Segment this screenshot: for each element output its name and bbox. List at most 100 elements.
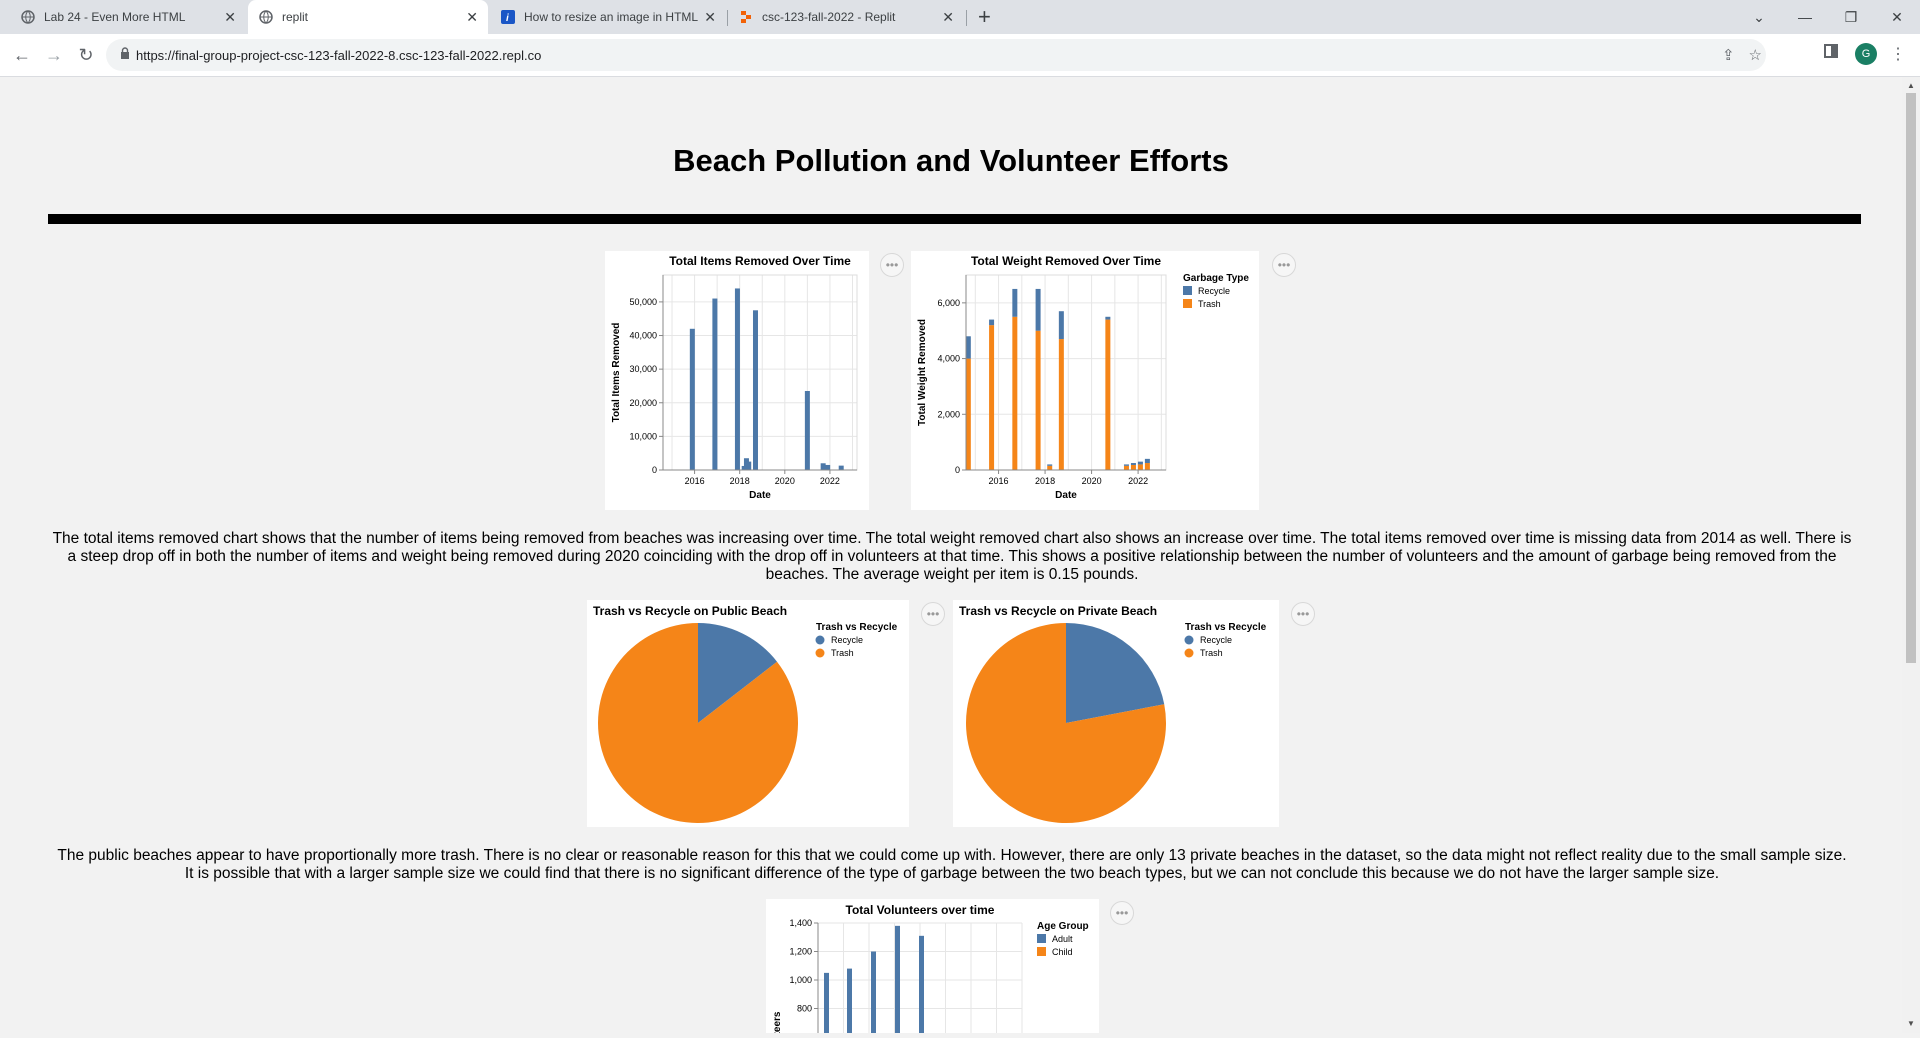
scrollbar[interactable]: ▲ ▼	[1902, 77, 1920, 1033]
analysis-paragraph-1: The total items removed chart shows that…	[52, 530, 1852, 583]
chart-actions-menu[interactable]: •••	[1291, 602, 1315, 626]
chart-title: Trash vs Recycle on Public Beach	[593, 604, 787, 618]
pie-slice	[966, 623, 1166, 823]
y-tick-label: 40,000	[629, 331, 657, 341]
avatar[interactable]: G	[1855, 43, 1877, 65]
bar	[1137, 461, 1143, 465]
back-icon[interactable]: ←	[13, 44, 31, 65]
chart-actions-menu[interactable]: •••	[880, 253, 904, 277]
close-icon[interactable]: ✕	[704, 8, 716, 25]
side-panel-icon[interactable]	[1824, 44, 1838, 58]
bar	[804, 390, 810, 470]
minimize-icon[interactable]: —	[1798, 9, 1812, 25]
legend-swatch	[1183, 299, 1192, 308]
legend-swatch	[1037, 934, 1046, 943]
bar	[1105, 319, 1111, 470]
bar	[1012, 316, 1018, 470]
bar	[734, 288, 740, 470]
x-tick-label: 2016	[989, 476, 1009, 486]
lock-icon	[120, 46, 130, 64]
x-tick-label: 2016	[685, 476, 705, 486]
legend-label: Recycle	[1198, 286, 1230, 296]
legend-swatch	[1037, 947, 1046, 956]
bar	[1047, 464, 1053, 466]
tab-separator	[727, 10, 728, 26]
bar	[965, 336, 971, 359]
globe-icon	[258, 9, 274, 25]
plot-frame	[965, 274, 1167, 471]
y-tick-label: 1,000	[789, 975, 812, 985]
x-tick-label: 2022	[1128, 476, 1148, 486]
tab-lab24[interactable]: Lab 24 - Even More HTML ✕	[10, 0, 246, 34]
y-axis-label: Total Weight Removed	[917, 319, 928, 426]
scrollbar-thumb[interactable]	[1906, 93, 1916, 663]
public-beach-pie-chart: Trash vs Recycle on Public Beach Trash vs…	[593, 604, 898, 823]
bookmark-star-icon[interactable]: ☆	[1748, 47, 1762, 64]
tab-resize-image[interactable]: i How to resize an image in HTML ✕	[490, 0, 726, 34]
pie-slice	[698, 623, 778, 723]
address-bar[interactable]: https://final-group-project-csc-123-fall…	[106, 39, 1766, 71]
legend-label: Trash	[1198, 299, 1221, 309]
x-axis-label: Date	[749, 490, 771, 501]
reload-icon[interactable]: ↻	[78, 44, 94, 65]
close-icon[interactable]: ✕	[942, 8, 954, 25]
bar	[1137, 464, 1143, 470]
bar	[1012, 288, 1018, 317]
url-text: https://final-group-project-csc-123-fall…	[136, 47, 542, 63]
chart-actions-menu[interactable]: •••	[1272, 253, 1296, 277]
more-menu-icon[interactable]: ⋮	[1890, 46, 1906, 63]
tab-csc123-replit[interactable]: csc-123-fall-2022 - Replit ✕	[728, 0, 964, 34]
bar	[752, 310, 758, 470]
volunteers-chart: Total Volunteers over time 800 1,000 1,200 1…	[772, 903, 1089, 1038]
bar	[1130, 463, 1136, 465]
close-icon[interactable]: ✕	[224, 8, 236, 25]
y-tick-label: 30,000	[629, 364, 657, 374]
share-icon[interactable]: ⇪	[1721, 47, 1735, 64]
bar	[1144, 463, 1150, 470]
items-chart-panel: Total Items Removed Over Time 2016 2018 202…	[605, 251, 869, 510]
legend-label: Recycle	[831, 635, 863, 645]
new-tab-icon[interactable]: +	[978, 4, 991, 29]
scroll-up-arrow[interactable]: ▲	[1907, 81, 1915, 90]
horizontal-rule	[48, 214, 1861, 224]
y-tick-label: 0	[955, 465, 960, 475]
bar	[1105, 316, 1111, 320]
private-beach-pie-chart: Trash vs Recycle on Private Beach Trash v…	[959, 604, 1267, 823]
chart-title: Total Volunteers over time	[846, 903, 995, 917]
close-window-icon[interactable]: ✕	[1891, 8, 1903, 25]
page-title: Beach Pollution and Volunteer Efforts	[673, 143, 1229, 178]
y-tick-label: 6,000	[937, 298, 960, 308]
bar	[825, 464, 831, 470]
tab-search-icon[interactable]: ⌄	[1753, 8, 1765, 25]
legend-swatch	[815, 635, 825, 645]
forward-icon[interactable]: →	[45, 44, 63, 65]
pie-slice	[598, 623, 798, 823]
y-tick-label: 50,000	[629, 297, 657, 307]
restore-icon[interactable]: ❐	[1844, 8, 1858, 25]
tab-title: Lab 24 - Even More HTML	[44, 10, 186, 24]
analysis-paragraph-2: The public beaches appear to have propor…	[57, 847, 1847, 882]
bar	[1144, 458, 1150, 464]
legend-label: Child	[1052, 947, 1073, 957]
bar	[746, 461, 752, 470]
legend-swatch	[815, 648, 825, 658]
weight-removed-chart: Total Weight Removed Over Time 2016 2018 20…	[917, 254, 1249, 501]
legend-swatch	[1183, 286, 1192, 295]
close-icon[interactable]: ✕	[466, 8, 478, 25]
x-tick-label: 2022	[820, 476, 840, 486]
chart-title: Trash vs Recycle on Private Beach	[959, 604, 1157, 618]
bar	[1130, 464, 1136, 470]
bar	[919, 935, 924, 1038]
y-axis-label: Total Items Removed	[611, 323, 622, 423]
y-tick-label: 1,200	[789, 947, 812, 957]
y-tick-label: 0	[652, 465, 657, 475]
tab-replit[interactable]: replit ✕	[248, 0, 488, 34]
bar	[895, 925, 900, 1038]
scroll-down-arrow[interactable]: ▼	[1907, 1019, 1915, 1028]
legend-title: Age Group	[1037, 921, 1089, 932]
bar	[1123, 464, 1129, 466]
chart-actions-menu[interactable]: •••	[921, 602, 945, 626]
replit-icon	[738, 9, 754, 25]
chart-actions-menu[interactable]: •••	[1110, 901, 1134, 925]
weight-chart-panel: Total Weight Removed Over Time 2016 2018 20…	[911, 251, 1259, 510]
